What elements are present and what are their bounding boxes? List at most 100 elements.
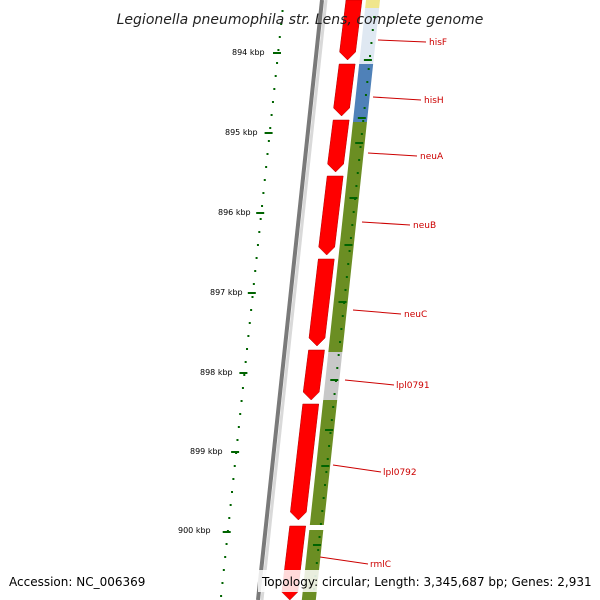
inner-ruler-dot: [373, 16, 376, 18]
ruler-dot: [277, 49, 280, 51]
ruler-dot: [237, 426, 240, 428]
ruler-dot: [220, 595, 223, 597]
ruler-dot: [222, 569, 225, 571]
ruler-dot: [233, 465, 236, 467]
ruler-dot: [251, 296, 254, 298]
ruler-dot: [232, 478, 235, 480]
ruler-dot: [240, 400, 243, 402]
ruler-dot: [239, 413, 242, 415]
ruler-dot: [224, 556, 227, 558]
inner-ruler-tick: [312, 544, 321, 546]
inner-ruler-dot: [321, 510, 324, 512]
inner-ruler-dot: [329, 432, 332, 434]
ruler-dot: [247, 335, 250, 337]
gene-label-hisH: hisH: [424, 96, 444, 106]
cog-segment: [365, 0, 380, 8]
inner-ruler-dot: [340, 328, 343, 330]
ruler-dot: [263, 179, 266, 181]
inner-ruler-dot: [326, 458, 329, 460]
gene-arrow: [327, 119, 350, 173]
inner-ruler-dot: [336, 367, 339, 369]
ruler-dot: [259, 218, 262, 220]
ruler-dot: [252, 283, 255, 285]
ruler-major-tick: [222, 531, 231, 533]
inner-ruler-dot: [339, 341, 342, 343]
inner-ruler-dot: [334, 380, 337, 382]
inner-ruler-dot: [359, 146, 362, 148]
summary-bg: [258, 570, 600, 592]
gene-label-neuB: neuB: [413, 221, 436, 231]
ruler-dot: [280, 23, 283, 25]
inner-ruler-dot: [317, 549, 320, 551]
gene-label-lpl0792: lpl0792: [383, 468, 417, 478]
inner-ruler-dot: [360, 133, 363, 135]
ruler-dot: [265, 166, 268, 168]
inner-ruler-tick: [338, 301, 347, 303]
gene-arrow: [318, 175, 344, 256]
inner-ruler-dot: [355, 185, 358, 187]
inner-ruler-dot: [319, 523, 322, 525]
inner-ruler-dot: [337, 354, 340, 356]
inner-ruler-tick: [357, 117, 366, 119]
inner-ruler-tick: [349, 197, 358, 199]
inner-ruler-dot: [366, 81, 369, 83]
cog-segment: [323, 352, 343, 400]
inner-ruler-tick: [355, 142, 364, 144]
inner-ruler-dot: [351, 224, 354, 226]
ruler-dot: [271, 101, 274, 103]
cog-segment: [309, 400, 338, 525]
inner-ruler-dot: [345, 276, 348, 278]
gene-label-lpl0791: lpl0791: [396, 381, 430, 391]
inner-ruler-dot: [363, 107, 366, 109]
ruler-dot: [281, 10, 284, 12]
kbp-label-894: 894 kbp: [232, 48, 265, 57]
inner-ruler-dot: [318, 536, 321, 538]
inner-ruler-dot: [354, 198, 357, 200]
inner-ruler-dot: [356, 172, 359, 174]
inner-ruler-tick: [321, 465, 330, 467]
inner-ruler-dot: [332, 406, 335, 408]
ruler-dot: [246, 348, 249, 350]
inner-ruler-tick: [325, 429, 334, 431]
kbp-label-895: 895 kbp: [225, 128, 258, 137]
ruler-major-tick: [264, 132, 273, 134]
ruler-dot: [261, 205, 264, 207]
ruler-dot: [258, 231, 261, 233]
ruler-dot: [228, 517, 231, 519]
gene-arrow: [339, 0, 363, 61]
genome-backbone: [256, 0, 324, 600]
cog-segment: [328, 122, 367, 352]
ruler-dot: [243, 374, 246, 376]
ruler-dot: [273, 88, 276, 90]
inner-ruler-dot: [341, 315, 344, 317]
inner-ruler-dot: [358, 159, 361, 161]
ruler-dot: [231, 491, 234, 493]
ruler-dot: [229, 504, 232, 506]
inner-ruler-dot: [328, 445, 331, 447]
ruler-dot: [250, 309, 253, 311]
map-title: Legionella pneumophila str. Lens, comple…: [117, 12, 484, 28]
ruler-dot: [221, 582, 224, 584]
ruler-dots: [220, 10, 376, 597]
gene-label-hisF: hisF: [429, 38, 447, 48]
ruler-major-tick: [239, 372, 248, 374]
ruler-dot: [266, 153, 269, 155]
ruler-dot: [244, 361, 247, 363]
gene-arrow: [308, 258, 335, 347]
inner-ruler-tick: [330, 379, 339, 381]
gene-leaders: [319, 39, 427, 565]
kbp-label-896: 896 kbp: [218, 208, 251, 217]
kbp-label-900: 900 kbp: [178, 526, 211, 535]
ruler-major-tick: [247, 292, 256, 294]
ruler-dot: [256, 244, 259, 246]
inner-ruler-dot: [348, 250, 351, 252]
ruler-dot: [269, 127, 272, 129]
ruler-dot: [270, 114, 273, 116]
inner-ruler-dot: [370, 42, 373, 44]
inner-ruler-tick: [363, 59, 372, 61]
gene-arrow: [302, 349, 325, 401]
inner-ruler-dot: [343, 302, 346, 304]
ruler-dot: [276, 62, 279, 64]
inner-ruler-dot: [330, 419, 333, 421]
